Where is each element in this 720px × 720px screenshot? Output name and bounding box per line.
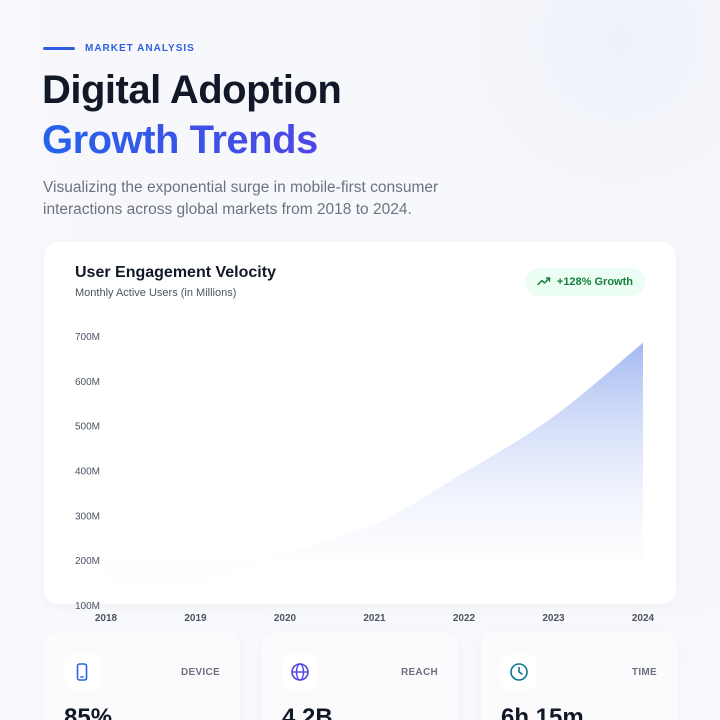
series-area: [106, 342, 643, 601]
page-title-highlight: Growth Trends: [42, 118, 318, 162]
x-tick-label: 2018: [95, 613, 118, 624]
smartphone-icon: [64, 654, 100, 690]
y-tick-label: 200M: [75, 556, 100, 567]
stat-value: 4.2B: [282, 704, 333, 720]
chart-title: User Engagement Velocity: [75, 264, 276, 281]
stat-value: 85%: [64, 704, 113, 720]
eyebrow-text: MARKET ANALYSIS: [85, 43, 195, 54]
stat-label: REACH: [400, 667, 438, 678]
stat-value: 6h 15m: [501, 704, 584, 720]
y-tick-label: 500M: [75, 422, 100, 433]
stat-label: DEVICE: [180, 667, 220, 678]
growth-badge: +128% Growth: [524, 268, 645, 296]
page-subtitle: Visualizing the exponential surge in mob…: [43, 179, 439, 218]
globe-icon: [282, 654, 318, 690]
stat-card-device: DEVICE 85%: [44, 632, 240, 720]
clock-icon: [501, 654, 537, 690]
eyebrow-line: [43, 47, 75, 50]
stat-label: TIME: [631, 667, 657, 678]
x-tick-label: 2020: [274, 613, 297, 624]
y-tick-label: 700M: [75, 332, 100, 343]
trending-up-icon: [537, 273, 551, 291]
y-tick-label: 100M: [75, 601, 100, 612]
eyebrow: MARKET ANALYSIS: [43, 43, 195, 54]
y-tick-label: 300M: [75, 511, 100, 522]
page-title: Digital Adoption: [42, 68, 342, 112]
chart-subtitle: Monthly Active Users (in Millions): [75, 287, 237, 299]
x-tick-label: 2021: [363, 613, 386, 624]
x-tick-label: 2019: [184, 613, 207, 624]
stat-card-reach: REACH 4.2B: [262, 632, 458, 720]
stat-card-time: TIME 6h 15m: [481, 632, 677, 720]
engagement-area-chart: 100M 200M 300M 400M 500M 600M 700M 2018 2019 202…: [75, 332, 655, 624]
growth-badge-label: +128% Growth: [556, 276, 633, 288]
x-tick-label: 2023: [542, 613, 565, 624]
x-tick-label: 2024: [632, 613, 655, 624]
x-tick-label: 2022: [453, 613, 476, 624]
y-tick-label: 400M: [75, 467, 100, 478]
y-tick-label: 600M: [75, 377, 100, 388]
